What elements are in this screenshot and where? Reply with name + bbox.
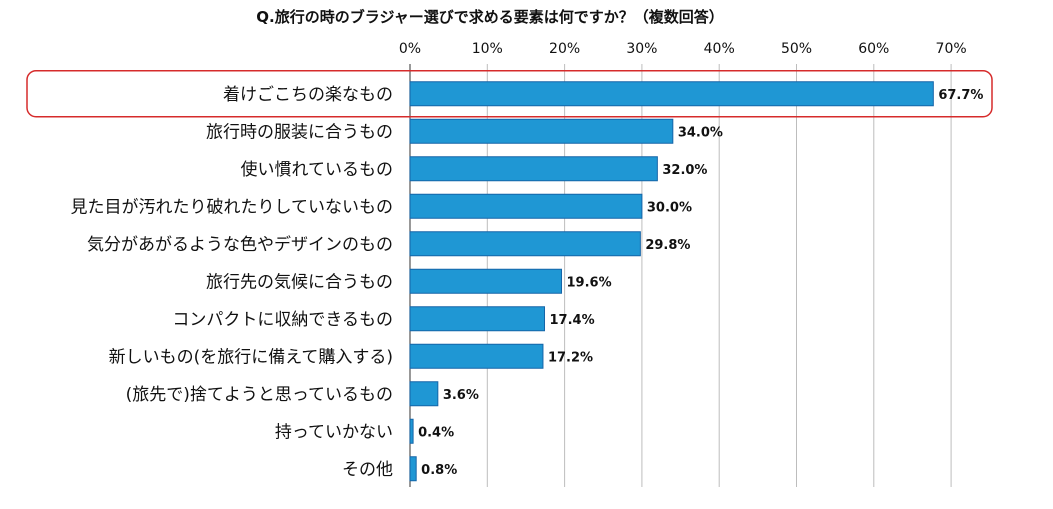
chart-title: Q.旅行の時のブラジャー選びで求める要素は何ですか？（複数回答） <box>256 8 723 26</box>
category-label: 着けごこちの楽なもの <box>223 85 393 105</box>
value-label: 29.8% <box>645 238 690 253</box>
value-label: 0.4% <box>418 425 454 440</box>
bar <box>409 118 674 144</box>
bar <box>409 306 546 332</box>
category-label: 旅行時の服装に合うもの <box>206 122 393 142</box>
x-tick-label: 0% <box>399 41 421 57</box>
bar <box>409 456 417 482</box>
highlight-layer <box>26 70 993 118</box>
category-label: 見た目が汚れたり破れたりしていないもの <box>71 197 394 217</box>
category-label: 新しいもの(を旅行に備えて購入する) <box>109 347 393 367</box>
value-label: 32.0% <box>662 163 707 178</box>
x-axis-ticks: 0% 10% 20% 30% 40% 50% 60% 70% <box>399 41 967 57</box>
category-label: 旅行先の気候に合うもの <box>206 272 393 292</box>
x-tick-label: 70% <box>936 41 967 57</box>
category-label: (旅先で)捨てようと思っているもの <box>126 385 393 405</box>
category-label: その他 <box>342 460 393 480</box>
bar <box>409 343 544 369</box>
value-label: 67.7% <box>938 88 983 103</box>
category-label: 持っていかない <box>275 422 393 442</box>
x-tick-label: 30% <box>626 41 657 57</box>
highlight-box <box>26 70 993 118</box>
bars <box>409 81 934 482</box>
value-label: 3.6% <box>443 388 479 403</box>
bar <box>409 193 643 219</box>
value-label: 30.0% <box>647 200 692 215</box>
value-label: 17.4% <box>550 313 595 328</box>
bar <box>409 231 641 257</box>
value-label: 19.6% <box>567 275 612 290</box>
bar <box>409 268 563 294</box>
bar <box>409 418 414 444</box>
x-tick-label: 20% <box>549 41 580 57</box>
category-label: 使い慣れているもの <box>241 159 394 180</box>
value-label: 34.0% <box>678 125 723 140</box>
bar <box>409 81 934 107</box>
category-label: 気分があがるような色やデザインのもの <box>87 234 393 255</box>
x-tick-label: 10% <box>472 41 503 57</box>
value-labels: 67.7% 34.0% 32.0% 30.0% 29.8% 19.6% 17.4% 17.2%… <box>418 88 983 478</box>
x-tick-label: 50% <box>781 41 812 57</box>
category-label: コンパクトに収納できるもの <box>172 310 393 330</box>
bar <box>409 381 439 407</box>
category-labels: 着けごこちの楽なもの旅行時の服装に合うもの使い慣れているもの見た目が汚れたり破れ… <box>71 85 394 480</box>
bar <box>409 156 658 182</box>
x-tick-label: 60% <box>858 41 889 57</box>
x-tick-label: 40% <box>704 41 735 57</box>
value-label: 0.8% <box>421 463 457 478</box>
value-label: 17.2% <box>548 350 593 365</box>
